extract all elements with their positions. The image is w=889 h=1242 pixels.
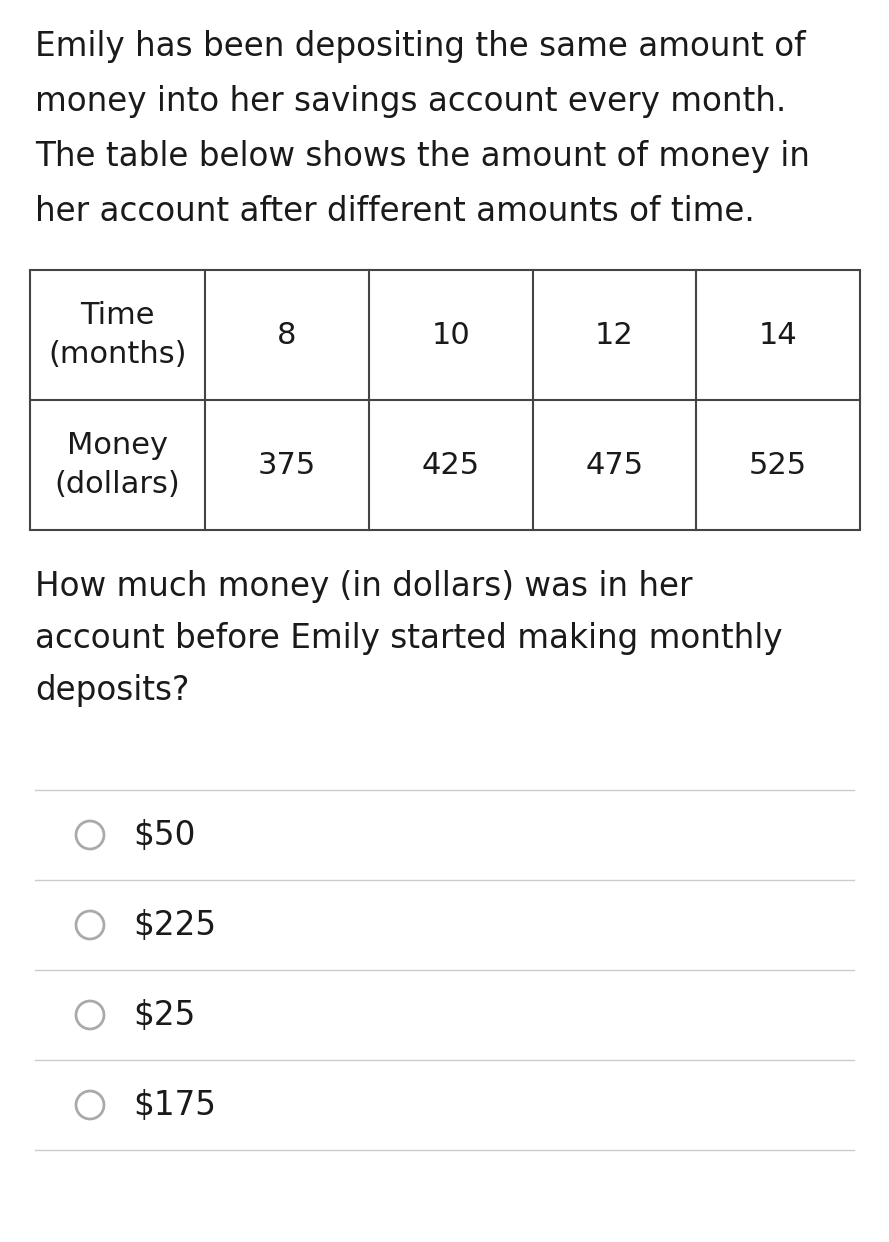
Text: $50: $50 — [133, 818, 196, 852]
Text: 8: 8 — [277, 320, 297, 349]
Text: 475: 475 — [585, 451, 644, 479]
Text: Money
(dollars): Money (dollars) — [54, 431, 180, 498]
Text: Emily has been depositing the same amount of: Emily has been depositing the same amoun… — [35, 30, 805, 63]
Text: deposits?: deposits? — [35, 674, 189, 707]
Bar — [30, 270, 860, 530]
Text: money into her savings account every month.: money into her savings account every mon… — [35, 84, 786, 118]
Text: $225: $225 — [133, 908, 216, 941]
Text: 425: 425 — [421, 451, 480, 479]
Text: account before Emily started making monthly: account before Emily started making mont… — [35, 622, 782, 655]
Text: her account after different amounts of time.: her account after different amounts of t… — [35, 195, 755, 229]
Text: 14: 14 — [758, 320, 797, 349]
Text: 12: 12 — [595, 320, 634, 349]
Text: 375: 375 — [258, 451, 316, 479]
Text: Time
(months): Time (months) — [48, 302, 187, 369]
Text: How much money (in dollars) was in her: How much money (in dollars) was in her — [35, 570, 693, 604]
Text: $175: $175 — [133, 1088, 216, 1122]
Text: 10: 10 — [431, 320, 470, 349]
Text: 525: 525 — [749, 451, 807, 479]
Text: $25: $25 — [133, 999, 196, 1032]
Text: The table below shows the amount of money in: The table below shows the amount of mone… — [35, 140, 810, 173]
